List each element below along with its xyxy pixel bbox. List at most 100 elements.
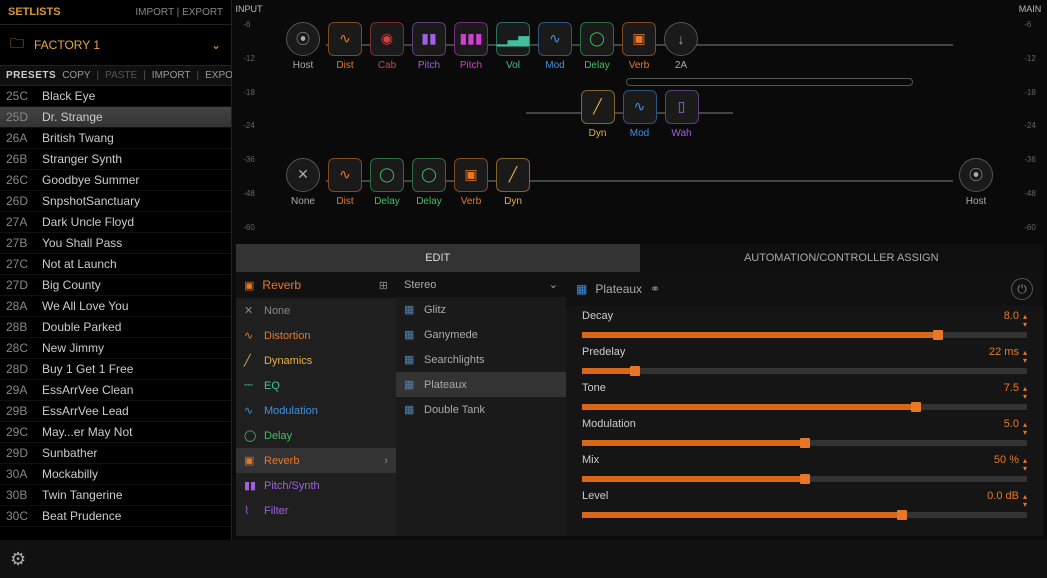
link-icon[interactable]: ⚭ — [650, 282, 660, 296]
preset-item[interactable]: 30BTwin Tangerine — [0, 485, 231, 506]
chain-module[interactable]: ╱Dyn — [581, 90, 615, 139]
category-item[interactable]: ◯Delay — [236, 423, 396, 448]
model-item[interactable]: ▦Double Tank — [396, 397, 566, 422]
preset-item[interactable]: 29AEssArrVee Clean — [0, 380, 231, 401]
model-item[interactable]: ▦Glitz — [396, 297, 566, 322]
spinner-icon[interactable]: ▴▾ — [1023, 313, 1027, 329]
chain-module[interactable]: ✕None — [286, 158, 320, 207]
category-item[interactable]: ∿Modulation — [236, 398, 396, 423]
module-icon: ◯ — [370, 158, 404, 192]
category-icon: ∿ — [244, 329, 256, 342]
spinner-icon[interactable]: ▴▾ — [1023, 493, 1027, 509]
category-item[interactable]: ▮▮Pitch/Synth — [236, 473, 396, 498]
chain-module[interactable]: ◯Delay — [370, 158, 404, 207]
spinner-icon[interactable]: ▴▾ — [1023, 457, 1027, 473]
signal-canvas[interactable]: ⦿Host∿Dist◉Cab▮▮Pitch▮▮▮Pitch▁▃▅Vol∿Mod◯… — [266, 0, 1013, 240]
preset-item[interactable]: 26ABritish Twang — [0, 128, 231, 149]
setlist-selector[interactable]: 🗀 FACTORY 1 ⌄ — [0, 25, 231, 66]
preset-item[interactable]: 30AMockabilly — [0, 464, 231, 485]
preset-code: 25D — [6, 110, 42, 124]
tab-assign[interactable]: AUTOMATION/CONTROLLER ASSIGN — [640, 244, 1044, 272]
preset-item[interactable]: 28BDouble Parked — [0, 317, 231, 338]
chain-module[interactable]: ▯Wah — [665, 90, 699, 139]
param-slider[interactable] — [582, 440, 1027, 446]
category-icon: ◯ — [244, 429, 256, 442]
spinner-icon[interactable]: ▴▾ — [1023, 385, 1027, 401]
spinner-icon[interactable]: ▴▾ — [1023, 421, 1027, 437]
chain-module[interactable]: ╱Dyn — [496, 158, 530, 207]
preset-item[interactable]: 28CNew Jimmy — [0, 338, 231, 359]
category-item[interactable]: ╱Dynamics — [236, 348, 396, 373]
preset-item[interactable]: 29BEssArrVee Lead — [0, 401, 231, 422]
chain-module[interactable]: ∿Mod — [623, 90, 657, 139]
module-icon: ◯ — [412, 158, 446, 192]
preset-item[interactable]: 27DBig County — [0, 275, 231, 296]
meter-tick: -18 — [1024, 88, 1036, 97]
category-item[interactable]: ∿Distortion — [236, 323, 396, 348]
power-button[interactable]: ⏻ — [1011, 278, 1033, 300]
preset-item[interactable]: 27ADark Uncle Floyd — [0, 212, 231, 233]
model-item[interactable]: ▦Plateaux — [396, 372, 566, 397]
meter-tick: -6 — [1024, 20, 1036, 29]
category-item[interactable]: ✕None — [236, 298, 396, 323]
chain-module[interactable]: ∿Dist — [328, 22, 362, 71]
category-label: None — [264, 305, 290, 317]
chain-module[interactable]: ⦿Host — [959, 158, 993, 207]
param-slider[interactable] — [582, 404, 1027, 410]
param-name: Decay — [582, 310, 613, 329]
preset-item[interactable]: 26BStranger Synth — [0, 149, 231, 170]
chain-module[interactable]: ◉Cab — [370, 22, 404, 71]
chain-module[interactable]: ▮▮Pitch — [412, 22, 446, 71]
stereo-selector[interactable]: Stereo ⌄ — [396, 272, 566, 297]
module-icon: ╱ — [581, 90, 615, 124]
chain-module[interactable]: ↓2A — [664, 22, 698, 71]
gear-icon[interactable]: ⚙ — [10, 549, 26, 570]
preset-list[interactable]: 25CBlack Eye25DDr. Strange26ABritish Twa… — [0, 86, 231, 540]
param-slider[interactable] — [582, 512, 1027, 518]
chain-module[interactable]: ▮▮▮Pitch — [454, 22, 488, 71]
module-icon: ▁▃▅ — [496, 22, 530, 56]
chain-module[interactable]: ◯Delay — [412, 158, 446, 207]
chain-module[interactable]: ▣Verb — [454, 158, 488, 207]
signal-chain-area: INPUT -6-12-18-24-36-48-60 ⦿Host∿Dist◉Ca… — [232, 0, 1047, 240]
chain-module[interactable]: ∿Dist — [328, 158, 362, 207]
preset-item[interactable]: 26DSnpshotSanctuary — [0, 191, 231, 212]
preset-name: Mockabilly — [42, 467, 98, 481]
param-slider[interactable] — [582, 476, 1027, 482]
preset-item[interactable]: 30CBeat Prudence — [0, 506, 231, 527]
preset-item[interactable]: 27CNot at Launch — [0, 254, 231, 275]
category-item[interactable]: ▣Reverb› — [236, 448, 396, 473]
preset-code: 27D — [6, 278, 42, 292]
preset-item[interactable]: 29CMay...er May Not — [0, 422, 231, 443]
chain-module[interactable]: ▁▃▅Vol — [496, 22, 530, 71]
preset-item[interactable]: 25DDr. Strange — [0, 107, 231, 128]
chain-module[interactable]: ∿Mod — [538, 22, 572, 71]
tab-edit[interactable]: EDIT — [236, 244, 640, 272]
preset-item[interactable]: 26CGoodbye Summer — [0, 170, 231, 191]
chain-module[interactable]: ◯Delay — [580, 22, 614, 71]
category-item[interactable]: ⎓EQ — [236, 373, 396, 398]
chain-module[interactable]: ▣Verb — [622, 22, 656, 71]
preset-item[interactable]: 28DBuy 1 Get 1 Free — [0, 359, 231, 380]
preset-item[interactable]: 28AWe All Love You — [0, 296, 231, 317]
category-item[interactable]: ⌇Filter — [236, 498, 396, 523]
preset-item[interactable]: 25CBlack Eye — [0, 86, 231, 107]
presets-import-link[interactable]: IMPORT — [152, 70, 191, 81]
import-link[interactable]: IMPORT — [135, 7, 174, 18]
spinner-icon[interactable]: ▴▾ — [1023, 349, 1027, 365]
model-item[interactable]: ▦Searchlights — [396, 347, 566, 372]
param-row: Modulation 5.0▴▾ — [566, 414, 1043, 450]
copy-link[interactable]: COPY — [62, 70, 90, 81]
export-link[interactable]: EXPORT — [182, 7, 223, 18]
preset-item[interactable]: 27BYou Shall Pass — [0, 233, 231, 254]
stereo-label: Stereo — [404, 279, 436, 291]
paste-link[interactable]: PASTE — [105, 70, 137, 81]
grid-icon[interactable]: ⊞ — [379, 279, 388, 292]
model-item[interactable]: ▦Ganymede — [396, 322, 566, 347]
param-slider[interactable] — [582, 368, 1027, 374]
editor-tabs: EDIT AUTOMATION/CONTROLLER ASSIGN — [236, 244, 1043, 272]
param-slider[interactable] — [582, 332, 1027, 338]
param-value: 7.5 — [1004, 382, 1019, 394]
preset-item[interactable]: 29DSunbather — [0, 443, 231, 464]
chain-module[interactable]: ⦿Host — [286, 22, 320, 71]
